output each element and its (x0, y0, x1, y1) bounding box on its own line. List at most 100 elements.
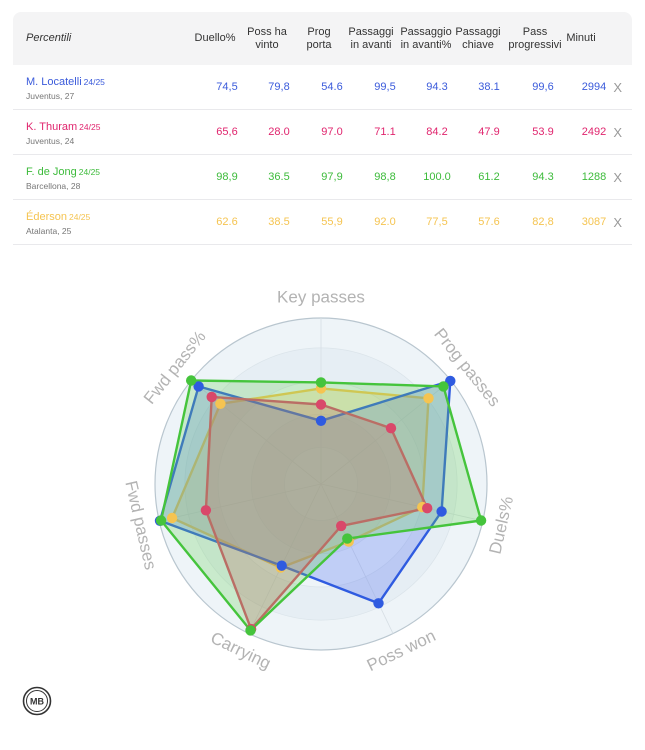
radar-point[interactable] (336, 520, 347, 532)
radar-series-area (204, 395, 429, 631)
table-cell: 1288 (581, 171, 607, 183)
radar-series-area (159, 379, 483, 632)
player-season: 24/25 (68, 212, 91, 222)
table-cell: 47.9 (478, 126, 500, 138)
radar-point[interactable] (315, 377, 327, 388)
radar-point[interactable] (438, 381, 449, 392)
header-col: Passaggio in avanti% (400, 26, 452, 51)
table-cell: 99,6 (532, 81, 554, 93)
radar-point[interactable] (186, 375, 197, 386)
radar-point[interactable] (245, 625, 256, 636)
table-cell: 94.3 (426, 81, 448, 93)
header-col: Poss ha vinto (247, 26, 287, 51)
table-row: K. Thuram 24/25 Juventus, 24 65,6 28.0 97.0 71… (13, 110, 632, 155)
radar-axis-label: Fwd passes (121, 479, 160, 572)
header-col: Pass progressivi (508, 26, 562, 51)
table-cell: 82,8 (532, 216, 554, 228)
table-cell: 97.0 (321, 126, 343, 138)
remove-player-button[interactable]: X (613, 79, 622, 95)
remove-player-button[interactable]: X (613, 124, 622, 140)
table-cell: 92.0 (374, 216, 396, 228)
header-col: Prog porta (306, 26, 332, 51)
radar-point[interactable] (315, 399, 327, 410)
table-cell: 2492 (581, 126, 607, 138)
radar-spoke (320, 483, 483, 522)
table-row: M. Locatelli 24/25 Juventus, 27 74,5 79,8 54.… (13, 65, 632, 110)
table-cell: 2994 (581, 81, 607, 93)
radar-point[interactable] (422, 503, 433, 514)
table-cell: 77,5 (426, 216, 448, 228)
radar-point[interactable] (155, 515, 167, 526)
table-header: Percentili Duello% Poss ha vinto Prog po… (13, 12, 632, 65)
mb-logo: MB (22, 686, 52, 716)
radar-spoke (320, 483, 394, 634)
player-meta: Juventus, 27 (26, 91, 75, 101)
player-name[interactable]: F. de Jong 24/25 (26, 166, 100, 178)
radar-point[interactable] (276, 560, 287, 571)
table-cell: 94.3 (532, 171, 554, 183)
table-cell: 36.5 (268, 171, 290, 183)
table-cell: 74,5 (216, 81, 238, 93)
table-cell: 38.5 (268, 216, 290, 228)
table-cell: 38.1 (478, 81, 500, 93)
radar-point[interactable] (200, 505, 212, 516)
radar-point[interactable] (206, 391, 217, 403)
player-season: 24/25 (78, 167, 101, 177)
table-cell: 53.9 (532, 126, 554, 138)
table-cell: 97,9 (321, 171, 343, 183)
player-name[interactable]: Éderson 24/25 (26, 211, 90, 223)
player-meta: Juventus, 24 (26, 136, 75, 146)
table-cell: 55,9 (321, 216, 343, 228)
radar-point[interactable] (193, 381, 204, 392)
radar-point[interactable] (342, 533, 353, 544)
table-row: Éderson 24/25 Atalanta, 25 62.6 38.5 55,9 92.0… (13, 200, 632, 245)
remove-player-button[interactable]: X (613, 214, 622, 230)
header-col: Minuti (566, 32, 596, 45)
player-meta: Atalanta, 25 (26, 226, 72, 236)
table-cell: 3087 (581, 216, 607, 228)
header-col: Passaggi chiave (455, 26, 501, 51)
table-cell: 98,9 (216, 171, 238, 183)
player-season: 24/25 (83, 77, 105, 87)
player-name-text: Éderson (26, 211, 67, 223)
player-name-text: M. Locatelli (26, 76, 82, 88)
logo-text: MB (30, 697, 44, 707)
radar-point[interactable] (423, 393, 434, 404)
header-col: Passaggi in avanti (348, 26, 394, 51)
radar-point[interactable] (215, 398, 226, 409)
radar-axis-label: Key passes (277, 288, 365, 307)
percentile-table: Percentili Duello% Poss ha vinto Prog po… (13, 12, 632, 245)
radar-point[interactable] (315, 415, 327, 426)
table-cell: 84.2 (426, 126, 448, 138)
player-name-text: K. Thuram (26, 121, 78, 133)
player-name[interactable]: M. Locatelli 24/25 (26, 76, 105, 88)
header-percentili: Percentili (26, 32, 72, 45)
header-col: Duello% (194, 32, 236, 45)
table-cell: 57.6 (478, 216, 500, 228)
table-row: F. de Jong 24/25 Barcellona, 28 98,9 36.5 97,… (13, 155, 632, 200)
table-cell: 54.6 (321, 81, 343, 93)
radar-axis-label: Duels% (486, 494, 518, 555)
radar-point[interactable] (475, 515, 487, 526)
radar-spoke (159, 483, 322, 522)
radar-point[interactable] (385, 423, 397, 434)
radar-point[interactable] (166, 512, 178, 524)
table-cell: 28.0 (268, 126, 290, 138)
radar-point[interactable] (373, 598, 384, 609)
table-cell: 62.6 (216, 216, 238, 228)
radar-point[interactable] (436, 506, 447, 517)
table-cell: 65,6 (216, 126, 238, 138)
table-cell: 79,8 (268, 81, 290, 93)
player-name[interactable]: K. Thuram 24/25 (26, 121, 100, 133)
table-cell: 98,8 (374, 171, 396, 183)
player-season: 24/25 (79, 122, 101, 132)
player-meta: Barcellona, 28 (26, 181, 81, 191)
table-cell: 61.2 (478, 171, 500, 183)
remove-player-button[interactable]: X (613, 169, 622, 185)
radar-spoke (248, 483, 322, 634)
table-cell: 100.0 (423, 171, 451, 183)
table-cell: 99,5 (374, 81, 396, 93)
table-cell: 71.1 (374, 126, 396, 138)
player-name-text: F. de Jong (26, 166, 77, 178)
